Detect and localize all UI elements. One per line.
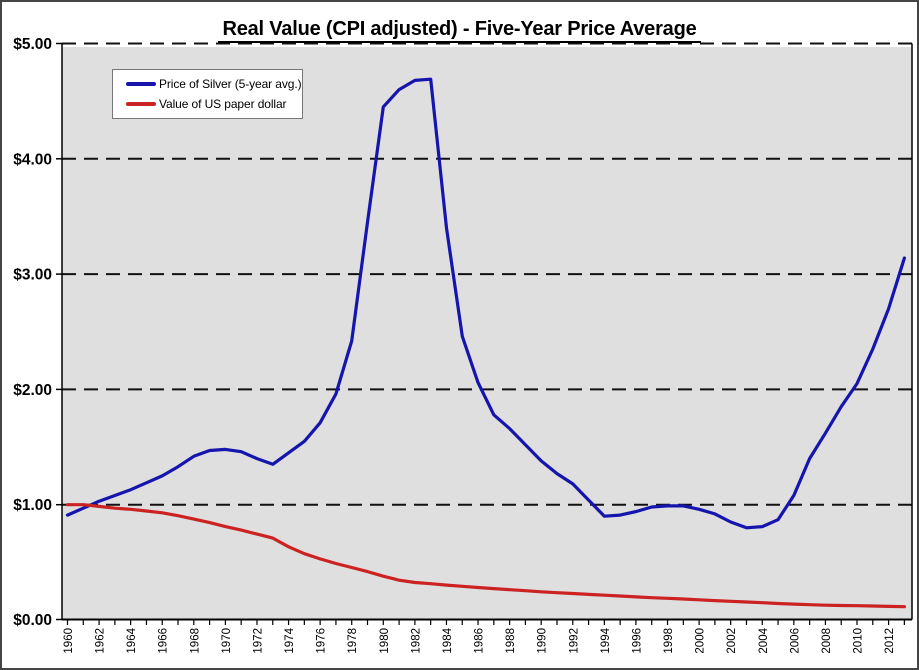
x-axis-label: 1968: [189, 628, 201, 654]
x-axis-label: 1964: [126, 627, 138, 653]
x-axis-label: 2002: [726, 628, 738, 654]
y-axis-label: $1.00: [13, 497, 52, 514]
x-axis-label: 1960: [63, 628, 75, 654]
x-axis-label: 1978: [347, 628, 359, 654]
y-axis-label: $3.00: [13, 267, 52, 284]
x-axis-label: 1962: [95, 628, 107, 654]
x-axis-label: 1974: [284, 627, 296, 653]
chart-title-text: Real Value (CPI adjusted) - Five-Year Pr…: [218, 18, 701, 43]
x-axis-label: 1994: [600, 627, 612, 653]
legend-label-dollar: Value of US paper dollar: [159, 97, 287, 112]
legend-item-dollar: Value of US paper dollar: [126, 97, 302, 111]
silver-line: [65, 77, 907, 530]
y-axis-label: $2.00: [13, 382, 52, 399]
x-axis-label: 1980: [379, 628, 391, 654]
x-axis-label: 1966: [158, 628, 170, 654]
plot-area: [62, 47, 912, 620]
silver-line-swatch: [126, 81, 156, 86]
x-axis-label: 2000: [695, 628, 707, 654]
x-axis-label: 1972: [252, 628, 264, 654]
legend-item-silver: Price of Silver (5-year avg.): [126, 77, 302, 91]
x-axis-label: 2008: [821, 628, 833, 654]
x-axis-label: 1976: [316, 628, 328, 654]
x-axis-label: 2010: [853, 628, 865, 654]
x-axis-label: 2012: [884, 628, 896, 654]
x-axis-label: 1998: [663, 628, 675, 654]
x-axis-label: 1970: [221, 628, 233, 654]
x-axis-label: 2006: [789, 628, 801, 654]
dollar-line-swatch: [126, 102, 156, 107]
dollar-line: [65, 503, 907, 609]
chart-title: Real Value (CPI adjusted) - Five-Year Pr…: [2, 18, 917, 43]
y-axis-label: $0.00: [13, 612, 52, 629]
y-axis-label: $4.00: [13, 151, 52, 168]
x-axis-label: 1992: [568, 628, 580, 654]
x-axis-label: 1984: [442, 627, 454, 653]
y-axis-label: $5.00: [13, 36, 52, 53]
x-axis-label: 2004: [758, 627, 770, 653]
legend-label-silver: Price of Silver (5-year avg.): [159, 76, 302, 91]
x-axis-label: 1996: [631, 628, 643, 654]
legend: Price of Silver (5-year avg.) Value of U…: [112, 69, 303, 119]
x-axis-label: 1988: [505, 628, 517, 654]
x-axis-label: 1982: [410, 628, 422, 654]
x-axis-label: 1990: [537, 628, 549, 654]
x-axis-label: 1986: [474, 628, 486, 654]
